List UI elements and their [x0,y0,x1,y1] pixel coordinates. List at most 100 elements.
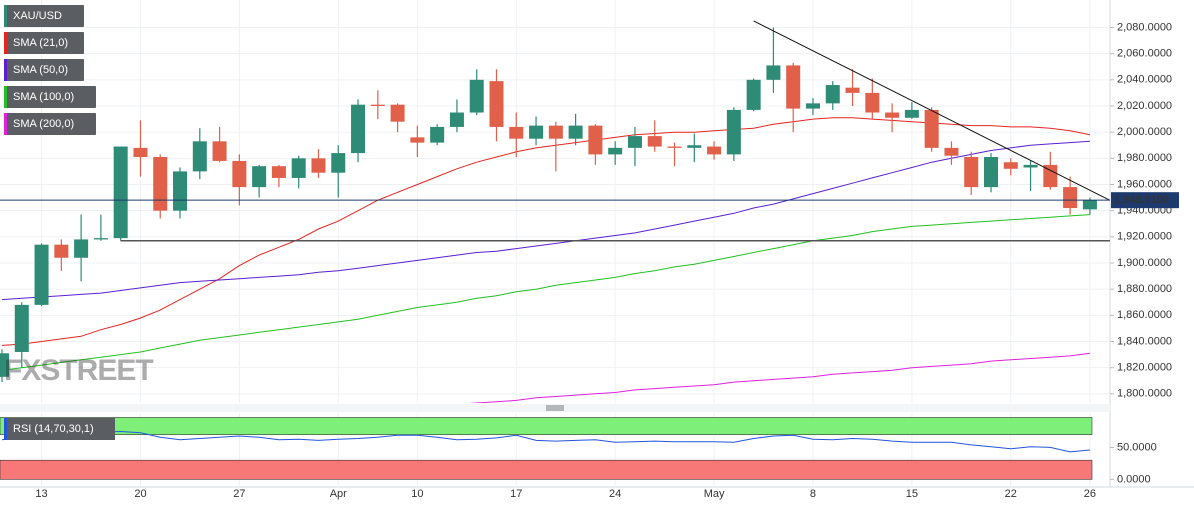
x-tick-label: 15 [906,488,918,500]
x-tick-label: 8 [810,488,816,500]
sma-line [1,214,1090,371]
legend-swatch [4,86,7,108]
watermark: FXSTREET [4,354,153,387]
legend-box [4,418,115,440]
candle-body [173,171,188,211]
candle-body [647,136,662,147]
sma-line [1,140,1090,301]
x-tick-label: 17 [510,488,522,500]
rsi-line [1,430,1090,453]
legend-swatch [4,418,7,440]
candle-body [1082,200,1097,210]
x-tick-label: 27 [233,488,245,500]
rsi-band [0,417,1093,435]
legend-swatch [4,5,7,27]
candle-body [133,147,148,158]
legend-label: XAU/USD [13,10,62,22]
candle-body [726,109,741,155]
y-tick-label: 2,000.0000 [1117,126,1172,138]
legend-label: RSI (14,70,30,1) [13,423,94,435]
candle-body [489,81,504,127]
candle-body [825,85,840,104]
candle-body [192,141,207,172]
legend-swatch [4,113,7,135]
candle-body [924,109,939,148]
y-tick-label: 1,800.0000 [1117,388,1172,400]
candle-body [1023,164,1038,168]
y-tick-label: 1,820.0000 [1117,362,1172,374]
x-tick-label: Apr [330,488,347,500]
sma-line [469,352,1090,403]
candle-body [608,147,623,155]
candle-body [964,157,979,188]
y-tick-label: 50.0000 [1117,441,1157,453]
candle-body [746,79,761,110]
x-tick-label: May [704,488,725,500]
candle-body [885,112,900,118]
candle-body [984,157,998,188]
candle-body [588,125,603,155]
legend-box [4,113,96,135]
candle-body [687,145,702,148]
overlay: 13 20 27 Apr 10 17 24 May 8 15 22 26 1,800.0000 1,820… [4,5,1179,500]
y-tick-label: 2,080.0000 [1117,21,1172,33]
candle-body [212,141,227,161]
legend-box [4,32,84,54]
candle-body [331,153,346,173]
candle-body [113,146,128,239]
candle-body [786,65,801,109]
y-tick-label: 1,880.0000 [1117,283,1172,295]
candle-body [430,126,445,143]
legend-label: SMA (50,0) [13,64,68,76]
last-price-label: 1,948.0100 [1114,194,1169,206]
candle-body [845,87,860,93]
y-tick-label: 2,060.0000 [1117,48,1172,60]
candle-body [627,136,642,148]
grip-icon [546,405,564,411]
candle-body [0,353,9,377]
candle-body [153,157,168,211]
candle-body [1043,164,1058,188]
y-tick-label: 2,020.0000 [1117,100,1172,112]
y-tick-label: 0.0000 [1117,473,1151,485]
candle-body [707,146,722,155]
candle-body [667,146,682,148]
y-tick-label: 1,920.0000 [1117,231,1172,243]
candle-body [390,104,405,122]
candle-body [252,166,267,188]
candle-body [568,125,583,139]
candle-body [1003,162,1018,169]
candle-body [410,137,425,143]
legend-box [4,59,84,81]
candle-body [74,239,89,258]
last-price-box [1111,192,1179,209]
x-tick-label: 13 [35,488,47,500]
x-tick-label: 10 [411,488,423,500]
legend-label: SMA (100,0) [13,91,74,103]
legend-box [4,86,96,108]
candle-body [291,158,306,178]
legend-swatch [4,32,7,54]
candle-body [232,160,247,188]
rsi-band [0,459,1093,480]
legend-swatch [4,59,7,81]
sma-line [1,117,1090,346]
candle-body [370,104,385,106]
candle-body [865,92,880,113]
candle-body [271,166,286,178]
candle-body [944,147,959,156]
candle-body [351,104,366,154]
candle-body [766,65,781,80]
y-tick-label: 1,840.0000 [1117,335,1172,347]
candle-body [469,79,484,113]
candle-body [311,158,326,173]
x-tick-label: 22 [1005,488,1017,500]
candle-body [93,238,108,240]
legend-label: SMA (21,0) [13,37,68,49]
candle-body [904,109,919,118]
y-tick-label: 1,980.0000 [1117,152,1172,164]
trendline [753,20,1110,201]
candle-body [34,244,49,305]
candle-body [529,125,544,139]
